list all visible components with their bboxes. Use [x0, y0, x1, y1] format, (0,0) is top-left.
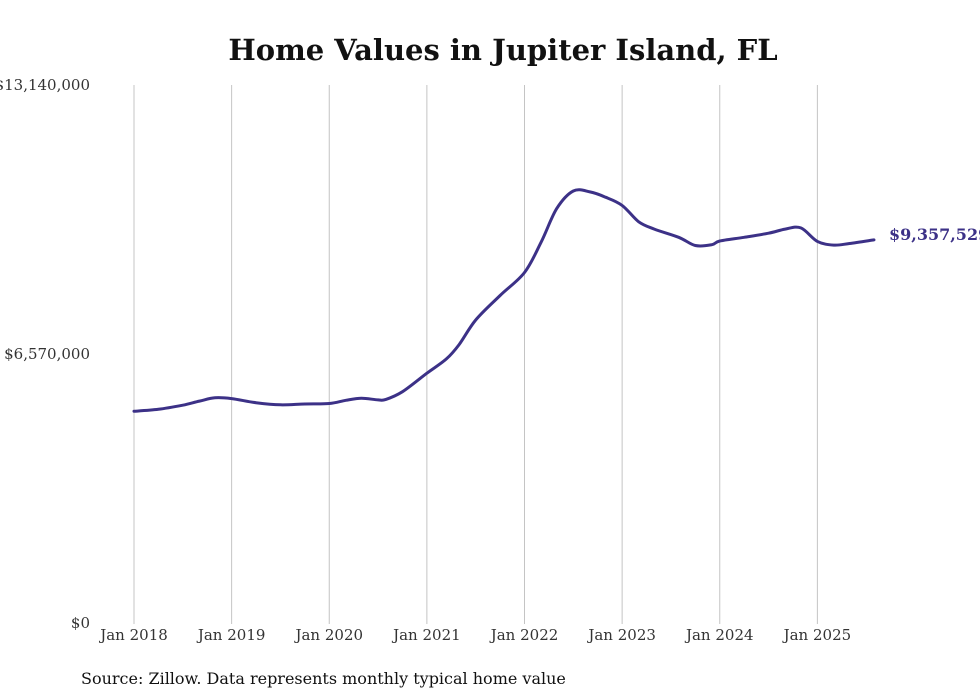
- x-tick-label: Jan 2024: [684, 626, 754, 644]
- x-tick-label: Jan 2018: [98, 626, 168, 644]
- y-tick-label: $0: [71, 614, 90, 632]
- x-tick-label: Jan 2025: [782, 626, 852, 644]
- y-tick-label: $6,570,000: [4, 345, 90, 363]
- x-tick-label: Jan 2020: [293, 626, 363, 644]
- x-tick-label: Jan 2019: [196, 626, 266, 644]
- x-tick-label: Jan 2023: [586, 626, 656, 644]
- series-line: [132, 188, 876, 413]
- y-axis: $0 $6,570,000 $13,140,000: [0, 76, 90, 632]
- x-tick-label: Jan 2022: [489, 626, 559, 644]
- chart-title: Home Values in Jupiter Island, FL: [228, 33, 777, 67]
- series-layer: $9,357,529: [132, 188, 980, 413]
- y-tick-label: $13,140,000: [0, 76, 90, 94]
- x-tick-label: Jan 2021: [391, 626, 461, 644]
- x-axis: Jan 2018 Jan 2019 Jan 2020 Jan 2021 Jan 2022…: [98, 626, 851, 644]
- end-value-label: $9,357,529: [889, 225, 980, 244]
- grid-layer: [133, 85, 818, 624]
- source-note: Source: Zillow. Data represents monthly …: [81, 669, 566, 688]
